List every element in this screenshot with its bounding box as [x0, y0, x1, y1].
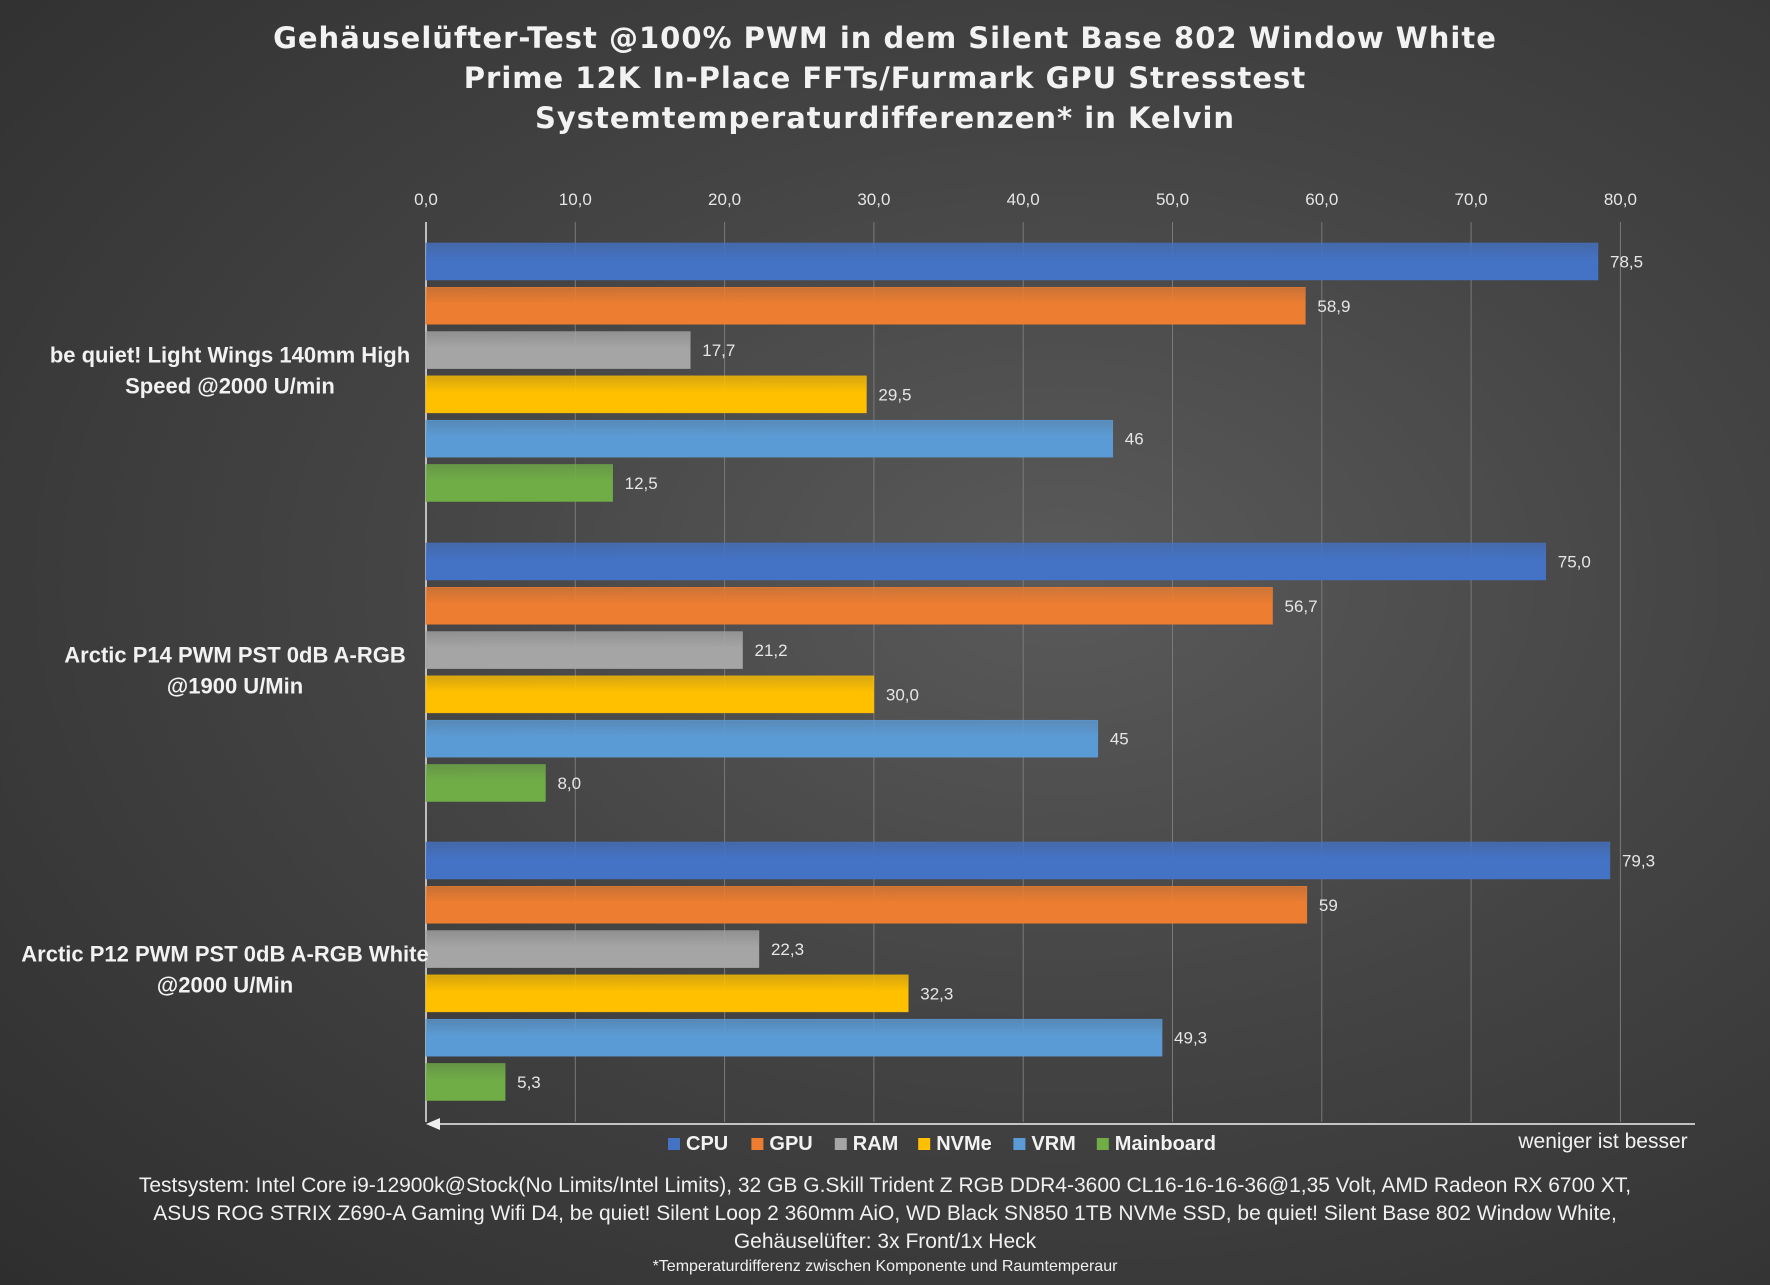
data-label: 8,0: [557, 774, 581, 793]
data-label: 49,3: [1174, 1029, 1207, 1048]
data-label: 29,5: [878, 385, 911, 404]
axis-note: weniger ist besser: [1517, 1130, 1687, 1153]
data-label: 46: [1125, 430, 1144, 449]
bar-gpu: [425, 587, 1273, 625]
bar-gpu: [425, 886, 1308, 924]
x-tick-label: 10,0: [559, 190, 592, 209]
data-label: 32,3: [920, 984, 953, 1003]
bar-vrm: [425, 1018, 1163, 1057]
data-label: 58,9: [1317, 297, 1350, 316]
footer-line-3: Gehäuselüfter: 3x Front/1x Heck: [733, 1230, 1037, 1253]
category-label: @2000 U/Min: [157, 972, 293, 997]
legend-label: VRM: [1031, 1133, 1075, 1155]
category-label: be quiet! Light Wings 140mm High: [50, 342, 410, 367]
data-label: 59: [1319, 896, 1338, 915]
category-label: Speed @2000 U/min: [125, 373, 335, 398]
legend-label: Mainboard: [1115, 1133, 1216, 1155]
test-system-footer: Testsystem: Intel Core i9-12900k@Stock(N…: [0, 1172, 1770, 1278]
bar-cpu: [425, 841, 1611, 880]
x-tick-label: 20,0: [708, 190, 741, 209]
bar-cpu: [425, 242, 1599, 281]
data-label: 78,5: [1610, 253, 1643, 272]
x-tick-label: 60,0: [1305, 190, 1338, 209]
legend-swatch-mainboard: [1096, 1138, 1109, 1150]
category-label: Arctic P14 PWM PST 0dB A-RGB: [64, 642, 405, 667]
data-label: 12,5: [625, 474, 658, 493]
data-label: 17,7: [702, 341, 735, 360]
footer-line-2: ASUS ROG STRIX Z690-A Gaming Wifi D4, be…: [153, 1202, 1617, 1225]
legend-label: CPU: [686, 1133, 728, 1155]
data-label: 21,2: [755, 641, 788, 660]
chart-title-line-3: Systemtemperaturdifferenzen* in Kelvin: [534, 101, 1236, 135]
x-tick-label: 50,0: [1156, 190, 1189, 209]
bar-vrm: [425, 719, 1099, 758]
bar-mainboard: [425, 464, 613, 502]
bar-gpu: [425, 287, 1306, 325]
legend-swatch-gpu: [751, 1138, 764, 1150]
bar-ram: [425, 331, 691, 369]
x-tick-label: 80,0: [1604, 190, 1637, 209]
legend-swatch-vrm: [1013, 1138, 1026, 1150]
footer-footnote: *Temperaturdifferenz zwischen Komponente…: [652, 1258, 1118, 1275]
category-label: Arctic P12 PWM PST 0dB A-RGB White: [21, 941, 428, 966]
data-label: 56,7: [1285, 597, 1318, 616]
data-label: 22,3: [771, 940, 804, 959]
legend-label: GPU: [769, 1133, 812, 1155]
footer-line-1: Testsystem: Intel Core i9-12900k@Stock(N…: [138, 1174, 1632, 1197]
bar-nvme: [425, 675, 875, 714]
bar-chart: 0,0 10,0 20,0 30,0 40,0 50,0 60,0 70,0 80,0 wenig…: [21, 190, 1695, 1155]
data-label: 75,0: [1558, 553, 1591, 572]
bar-ram: [425, 930, 760, 968]
legend-swatch-ram: [834, 1138, 847, 1150]
legend-swatch-cpu: [668, 1138, 680, 1150]
bar-cpu: [425, 542, 1546, 581]
data-label: 30,0: [886, 685, 919, 704]
bar-mainboard: [425, 1063, 506, 1101]
chart-title-line-2: Prime 12K In-Place FFTs/Furmark GPU Stre…: [463, 61, 1307, 95]
legend-swatch-nvme: [918, 1138, 931, 1150]
legend-label: RAM: [853, 1133, 899, 1155]
bar-nvme: [425, 974, 909, 1013]
chart-title-line-1: Gehäuselüfter-Test @100% PWM in dem Sile…: [273, 21, 1497, 55]
data-label: 79,3: [1622, 852, 1655, 871]
legend-label: NVMe: [936, 1133, 992, 1155]
x-tick-label: 70,0: [1455, 190, 1488, 209]
bar-nvme: [425, 375, 867, 414]
x-tick-label: 0,0: [414, 190, 438, 209]
bar-mainboard: [425, 764, 546, 802]
chart-title: Gehäuselüfter-Test @100% PWM in dem Sile…: [0, 18, 1770, 138]
category-label: @1900 U/Min: [167, 673, 303, 698]
bar-ram: [425, 631, 743, 669]
arrow-left-icon: [426, 1118, 440, 1130]
data-label: 45: [1110, 730, 1129, 749]
x-tick-label: 40,0: [1007, 190, 1040, 209]
bar-vrm: [425, 419, 1114, 458]
data-label: 5,3: [517, 1073, 541, 1092]
x-tick-label: 30,0: [857, 190, 890, 209]
